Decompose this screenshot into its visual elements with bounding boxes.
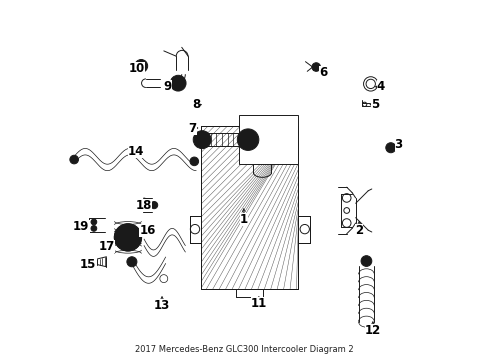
Text: 17: 17 xyxy=(98,240,114,253)
Circle shape xyxy=(237,129,258,150)
Bar xyxy=(201,126,298,289)
Text: 9: 9 xyxy=(163,80,171,93)
Text: 8: 8 xyxy=(192,98,200,111)
Circle shape xyxy=(135,59,147,72)
Text: 6: 6 xyxy=(319,66,327,79)
Text: 4: 4 xyxy=(376,80,384,93)
Text: 13: 13 xyxy=(154,299,170,312)
Circle shape xyxy=(70,155,78,164)
Text: 1: 1 xyxy=(239,213,247,226)
Text: 5: 5 xyxy=(370,98,379,111)
Circle shape xyxy=(360,256,371,266)
Text: 3: 3 xyxy=(394,138,402,150)
Text: 11: 11 xyxy=(250,297,266,310)
Circle shape xyxy=(150,202,158,209)
Circle shape xyxy=(190,157,198,166)
Circle shape xyxy=(126,257,137,267)
Circle shape xyxy=(91,226,97,231)
Bar xyxy=(298,216,309,243)
Text: 19: 19 xyxy=(73,220,89,233)
Text: 14: 14 xyxy=(128,145,144,158)
Bar xyxy=(239,116,298,164)
Circle shape xyxy=(114,224,142,251)
Text: 12: 12 xyxy=(364,324,380,337)
Bar xyxy=(190,216,201,243)
Text: 2017 Mercedes-Benz GLC300 Intercooler Diagram 2: 2017 Mercedes-Benz GLC300 Intercooler Di… xyxy=(135,345,353,354)
Text: 10: 10 xyxy=(128,62,145,75)
Text: 16: 16 xyxy=(139,224,156,237)
Circle shape xyxy=(170,75,185,91)
Text: 2: 2 xyxy=(354,224,363,237)
Circle shape xyxy=(311,63,320,71)
Text: 15: 15 xyxy=(79,258,96,271)
Circle shape xyxy=(193,131,211,149)
Text: 7: 7 xyxy=(188,122,196,135)
Circle shape xyxy=(91,219,97,225)
Text: 18: 18 xyxy=(136,199,152,212)
Bar xyxy=(201,126,298,289)
Circle shape xyxy=(385,143,395,153)
